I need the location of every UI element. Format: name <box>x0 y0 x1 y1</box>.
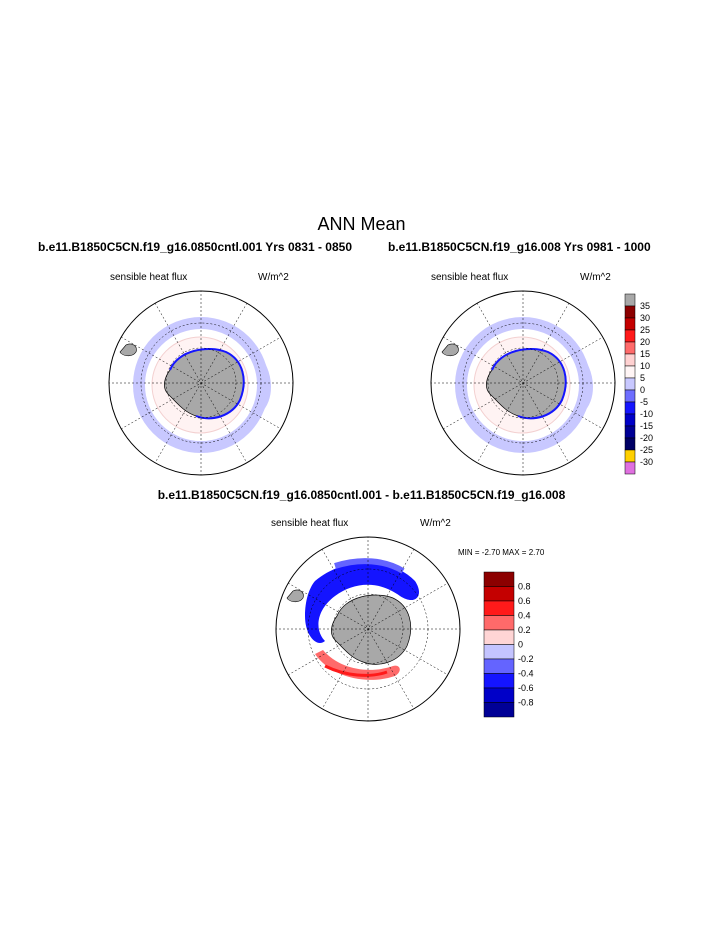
diff-blue-light <box>334 558 405 574</box>
colorbar-swatch <box>624 401 636 415</box>
units-label-diff: W/m^2 <box>420 518 451 529</box>
colorbar-tick-label: -0.2 <box>518 654 534 664</box>
colorbar-tick-label: 25 <box>640 325 650 335</box>
colorbar-tick-label: 5 <box>640 373 645 383</box>
south-america-land <box>286 589 304 603</box>
colorbar-tick-label: 35 <box>640 301 650 311</box>
colorbar-tick-label: -0.6 <box>518 683 534 693</box>
colorbar-tick-label: 15 <box>640 349 650 359</box>
colorbar-difference: 0.8 0.6 0.4 0.2 0 -0.2 -0.4 -0.6 -0.8 <box>483 571 534 718</box>
colorbar-swatch <box>624 425 636 439</box>
colorbar-swatch <box>624 353 636 367</box>
polar-map-right <box>430 290 616 476</box>
colorbar-tick-label: 0.6 <box>518 596 531 606</box>
colorbar-swatch <box>624 437 636 451</box>
difference-title: b.e11.B1850C5CN.f19_g16.0850cntl.001 - b… <box>157 488 566 502</box>
colorbar-swatch <box>483 702 515 718</box>
colorbar-swatch <box>624 365 636 379</box>
diff-red-band <box>315 650 400 680</box>
colorbar-swatch <box>483 658 515 674</box>
colorbar-swatch <box>624 293 636 307</box>
antarctica-land <box>331 594 411 665</box>
colorbar-tick-label: 0.2 <box>518 625 531 635</box>
colorbar-tick-label: -30 <box>640 457 653 467</box>
coast-blue-edge <box>169 348 245 420</box>
colorbar-swatch <box>483 600 515 616</box>
min-max-label: MIN = -2.70 MAX = 2.70 <box>458 548 545 557</box>
colorbar-tick-label: 30 <box>640 313 650 323</box>
colorbar-tick-label: -5 <box>640 397 648 407</box>
colorbar-tick-label: 0 <box>640 385 645 395</box>
south-america-land <box>441 343 459 357</box>
colorbar-main: 35 30 25 20 15 10 5 0 -5 -10 -15 -20 -25 -30 <box>624 293 653 475</box>
diff-blue-band <box>305 562 420 644</box>
colorbar-tick-label: 0.8 <box>518 582 531 592</box>
flux-band-east <box>576 357 593 414</box>
colorbar-swatch <box>483 615 515 631</box>
colorbar-tick-label: -15 <box>640 421 653 431</box>
colorbar-tick-label: -20 <box>640 433 653 443</box>
variable-label-left: sensible heat flux <box>110 272 188 283</box>
colorbar-swatch <box>483 629 515 645</box>
colorbar-swatch <box>624 449 636 463</box>
colorbar-swatch <box>624 317 636 331</box>
flux-band-east <box>254 357 271 414</box>
variable-label-diff: sensible heat flux <box>271 518 349 529</box>
coast-blue-edge <box>491 348 567 420</box>
colorbar-tick-label: -25 <box>640 445 653 455</box>
units-label-right: W/m^2 <box>580 272 611 283</box>
colorbar-swatch <box>624 305 636 319</box>
colorbar-tick-label: 0 <box>518 640 523 650</box>
colorbar-swatch <box>483 673 515 689</box>
colorbar-swatch <box>624 413 636 427</box>
colorbar-swatch <box>483 687 515 703</box>
polar-map-difference <box>275 536 461 722</box>
main-title: ANN Mean <box>317 214 406 234</box>
colorbar-tick-label: -10 <box>640 409 653 419</box>
case-title-left: b.e11.B1850C5CN.f19_g16.0850cntl.001 Yrs… <box>38 240 352 254</box>
colorbar-swatch <box>624 389 636 403</box>
colorbar-swatch <box>624 461 636 475</box>
units-label-left: W/m^2 <box>258 272 289 283</box>
colorbar-swatch <box>483 586 515 602</box>
south-america-land <box>119 343 137 357</box>
case-title-right: b.e11.B1850C5CN.f19_g16.008 Yrs 0981 - 1… <box>388 240 651 254</box>
colorbar-tick-label: 20 <box>640 337 650 347</box>
polar-map-left <box>108 290 294 476</box>
colorbar-tick-label: -0.8 <box>518 698 534 708</box>
colorbar-swatch <box>483 644 515 660</box>
variable-label-right: sensible heat flux <box>431 272 509 283</box>
colorbar-swatch <box>483 571 515 587</box>
colorbar-swatch <box>624 377 636 391</box>
diff-red-strong <box>324 664 388 677</box>
colorbar-tick-label: -0.4 <box>518 669 534 679</box>
colorbar-tick-label: 10 <box>640 361 650 371</box>
colorbar-tick-label: 0.4 <box>518 611 531 621</box>
colorbar-swatch <box>624 341 636 355</box>
colorbar-swatch <box>624 329 636 343</box>
